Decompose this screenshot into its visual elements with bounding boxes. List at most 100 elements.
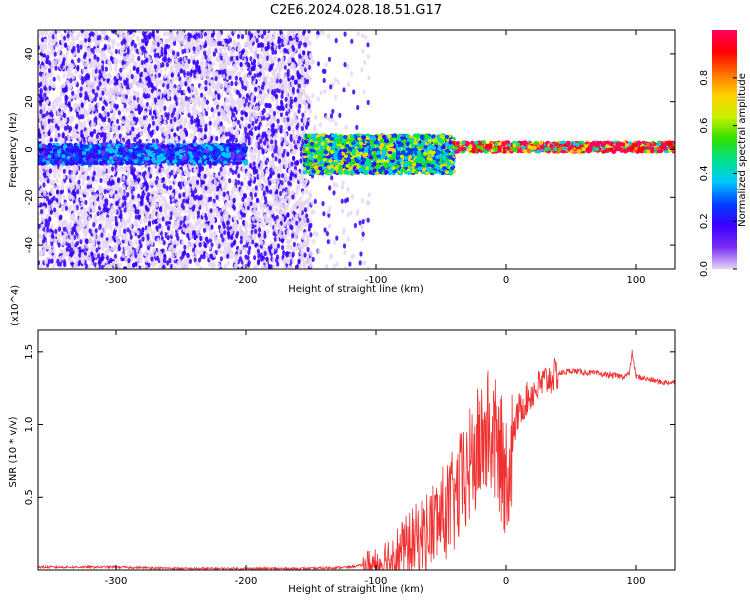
spectrogram-cell: [207, 179, 212, 185]
spectrogram-cell: [91, 73, 95, 79]
spectrogram-cell: [205, 196, 209, 203]
spectrogram-cell: [278, 200, 282, 206]
spectrogram-cell: [53, 173, 57, 179]
spectrogram-cell: [173, 95, 177, 101]
spectrogram-cell: [236, 33, 241, 39]
spectrogram-cell: [291, 86, 295, 92]
spectrogram-cell: [137, 55, 141, 62]
spectrogram-cell: [262, 222, 266, 228]
spectrogram-cell: [205, 201, 210, 207]
spectrogram-cell: [57, 201, 61, 207]
spectrogram-cell: [281, 245, 285, 251]
spectrogram-cell: [137, 202, 141, 208]
spectrogram-cell: [79, 239, 83, 245]
spectrogram-cell: [57, 233, 62, 239]
spectrogram-cell: [221, 126, 225, 132]
spectrogram-cell: [202, 227, 207, 233]
spectrogram-cell: [204, 42, 208, 48]
spectrogram-cell: [294, 79, 299, 85]
spectrogram-cell: [297, 30, 301, 34]
spectrogram-cell: [201, 198, 205, 204]
spectrogram-cell: [166, 115, 170, 121]
spectrogram-cell: [62, 174, 66, 180]
spectrogram-cell: [73, 174, 77, 180]
spectrogram-cell: [276, 243, 281, 249]
spectrogram-cell: [215, 135, 219, 142]
spectrogram-cell: [241, 34, 245, 40]
spectrogram-cell: [273, 116, 277, 122]
spectrogram-cell: [46, 178, 50, 184]
spectrogram-cell: [295, 245, 299, 251]
spectrogram-cell: [298, 196, 303, 202]
spectrogram-cell: [176, 126, 180, 132]
spectrogram-cell: [76, 43, 80, 49]
spectrogram-cell: [265, 45, 269, 51]
spectrogram-cell: [156, 212, 161, 218]
spectrogram-cell: [84, 170, 89, 176]
spectrogram-cell: [135, 240, 139, 247]
spectrogram-cell: [146, 132, 150, 138]
spectrogram-cell: [127, 208, 131, 214]
spectrogram-cell: [50, 44, 54, 51]
spectrogram-cell: [175, 201, 179, 207]
spectrogram-cell: [263, 233, 267, 239]
spectrogram-cell: [72, 36, 76, 42]
spectrogram-cell: [223, 80, 227, 86]
spectrogram-cell: [91, 88, 95, 94]
spectrogram-cell: [268, 55, 272, 61]
spectrogram-cell: [133, 43, 137, 49]
chart-title: C2E6.2024.028.18.51.G17: [270, 3, 442, 18]
spectrogram-cell: [142, 92, 146, 99]
spectrogram-cell: [300, 34, 304, 40]
spectrogram-cell: [150, 48, 154, 54]
spectrogram-cell: [62, 73, 66, 79]
spectrogram-cell: [129, 222, 133, 228]
spectrogram-cell: [126, 128, 130, 134]
spectrogram-cell: [84, 37, 88, 43]
spectrogram-cell: [134, 214, 138, 220]
spectrogram-cell: [49, 78, 53, 84]
spectrogram-cell: [287, 197, 291, 203]
spectrogram-cell: [53, 51, 57, 57]
spectrogram-cell: [243, 58, 247, 64]
spectrogram-cell: [151, 101, 155, 107]
spectrogram-cell: [159, 262, 163, 269]
spectrogram-cell: [85, 243, 89, 249]
spectrogram-cell: [54, 228, 58, 234]
spectrogram-cell: [123, 207, 127, 213]
spectrogram-cell: [291, 233, 295, 239]
spectrogram-cell: [131, 39, 135, 45]
spectrogram-cell: [276, 123, 280, 129]
spectrogram-cell: [62, 168, 66, 174]
spectrogram-cell: [276, 118, 280, 124]
spectrogram-cell: [222, 196, 226, 202]
spectrogram-cell: [302, 261, 306, 268]
spectrogram-cell: [119, 165, 124, 172]
spectrogram-cell: [186, 172, 190, 178]
spectrogram-cell: [257, 258, 261, 264]
spectrogram-cell: [107, 233, 111, 239]
spectrogram-cell: [165, 31, 169, 37]
spectrogram-cell: [76, 89, 81, 95]
spectrogram-cell: [126, 227, 130, 233]
spectrogram-cell: [237, 173, 241, 179]
spectrogram-cell: [53, 201, 58, 207]
spectrogram-cell: [74, 69, 78, 75]
spectrogram-cell: [294, 144, 298, 150]
spectrogram-cell: [122, 38, 126, 44]
spectrogram-cell: [61, 52, 65, 58]
spectrogram-cell: [307, 30, 311, 34]
spectrogram-cell: [105, 107, 109, 113]
spectrogram-cell: [203, 93, 207, 99]
spectrogram-cell: [261, 229, 265, 235]
spectrogram-cell: [84, 95, 88, 101]
spectrogram-cell: [93, 213, 97, 219]
spectrogram-cell: [265, 122, 270, 128]
spectrogram-cell: [303, 184, 307, 190]
spectrogram-cell: [183, 244, 187, 250]
spectrogram-cell: [121, 74, 125, 80]
spectrogram-cell: [161, 196, 165, 202]
spectrogram-cell: [149, 117, 153, 123]
spectrogram-cell: [162, 240, 166, 246]
spectrogram-cell: [248, 104, 253, 110]
